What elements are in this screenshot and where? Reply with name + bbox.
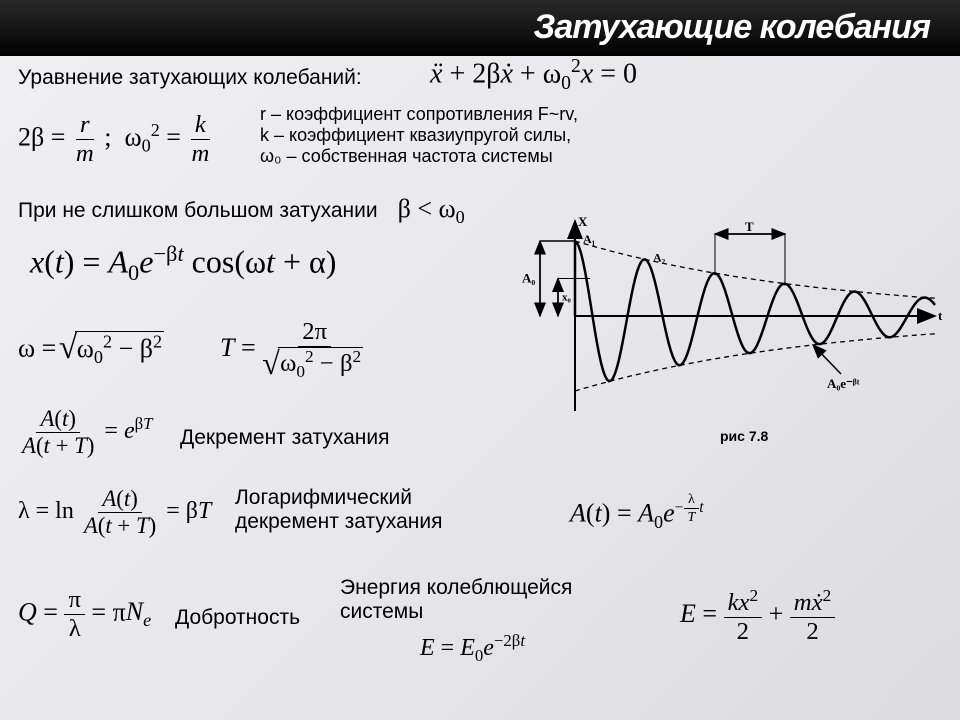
chart-caption: рис 7.8 xyxy=(720,428,768,444)
eq-beta: 2β = rm ; ω02 = km xyxy=(18,111,213,168)
eq-xt: x(t) = A0e−βt cos(ωt + α) xyxy=(30,241,336,286)
content-area: Уравнение затухающих колебаний: ẍ + 2βẋ … xyxy=(0,56,960,720)
svg-text:A₂: A₂ xyxy=(653,250,666,264)
eq-log-decrement: λ = ln A(t)A(t + T) = βT xyxy=(18,486,211,539)
cond-eq: β < ω0 xyxy=(398,194,465,228)
decrement-label: Декремент затухания xyxy=(180,426,389,450)
eq-omega: ω = ω02 − β2 xyxy=(18,331,164,368)
svg-text:A₀e⁻ᵝᵗ: A₀e⁻ᵝᵗ xyxy=(827,376,860,391)
svg-text:A₀: A₀ xyxy=(522,271,535,286)
energy-label-1: Энергия колеблющейся xyxy=(340,576,572,600)
def-r: r – коэффициент сопротивления F~rv, xyxy=(260,104,578,125)
svg-text:t: t xyxy=(938,308,943,323)
cond-label: При не слишком большом затухании xyxy=(18,199,378,223)
def-w0: ω₀ – собственная частота системы xyxy=(260,146,578,167)
eq-label-1: Уравнение затухающих колебаний: xyxy=(18,66,362,90)
eq-At: A(t) = A0e−λTt xyxy=(570,491,704,533)
log-decrement-label-2: декремент затухания xyxy=(235,510,443,534)
svg-text:T: T xyxy=(745,219,754,234)
eq-E: E = kx22 + mẋ22 xyxy=(680,586,835,646)
eq-q: Q = πλ = πNe xyxy=(18,586,151,643)
eq-E0: E = E0e−2βt xyxy=(420,631,525,666)
energy-label-2: системы xyxy=(340,600,572,624)
q-label: Добротность xyxy=(175,606,300,630)
page-title: Затухающие колебания xyxy=(0,0,960,56)
eq-main: ẍ + 2βẋ + ω02x = 0 xyxy=(430,56,637,95)
eq-decrement: A(t)A(t + T) = eβT xyxy=(18,406,153,459)
svg-text:x₀: x₀ xyxy=(562,291,572,303)
svg-text:X: X xyxy=(578,216,588,229)
svg-text:A₁: A₁ xyxy=(583,232,596,246)
def-k: k – коэффициент квазиупругой силы, xyxy=(260,125,578,146)
damped-oscillation-chart: XtA₀x₀A₁A₂TA₀e⁻ᵝᵗ рис 7.8 xyxy=(520,216,950,436)
eq-period: T = 2πω02 − β2 xyxy=(220,318,367,382)
log-decrement-label-1: Логарифмический xyxy=(235,486,443,510)
